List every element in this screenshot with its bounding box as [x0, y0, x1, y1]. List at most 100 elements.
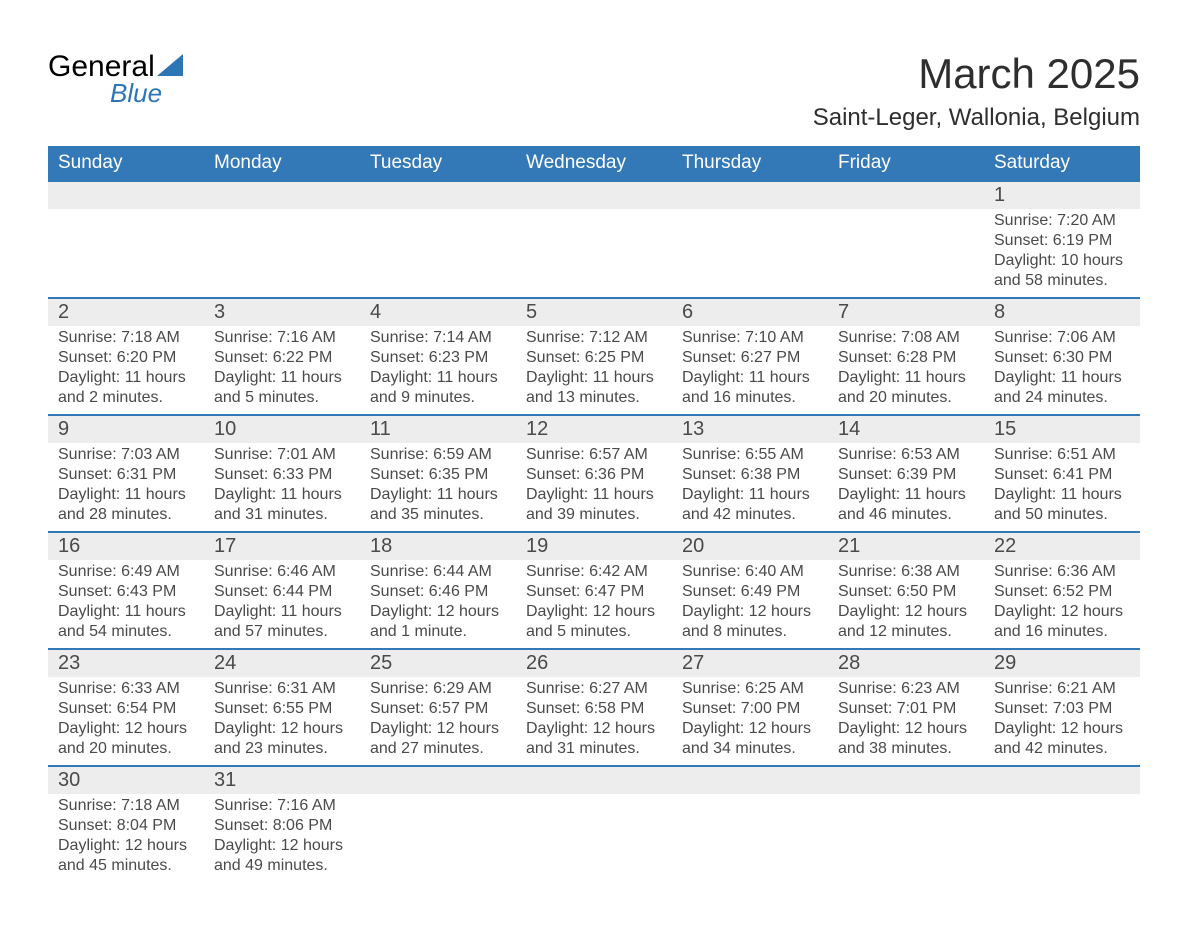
- day-cell-body: Sunrise: 6:38 AMSunset: 6:50 PMDaylight:…: [828, 560, 984, 649]
- daylight-text: and 50 minutes.: [994, 505, 1130, 525]
- day-cell-body: Sunrise: 6:55 AMSunset: 6:38 PMDaylight:…: [672, 443, 828, 532]
- day-cell-body: Sunrise: 7:10 AMSunset: 6:27 PMDaylight:…: [672, 326, 828, 415]
- day-cell-body: Sunrise: 6:36 AMSunset: 6:52 PMDaylight:…: [984, 560, 1140, 649]
- day-cell-header: 29: [984, 649, 1140, 677]
- sunset-text: Sunset: 6:41 PM: [994, 465, 1130, 485]
- sunset-text: Sunset: 6:38 PM: [682, 465, 818, 485]
- daylight-text: Daylight: 11 hours: [682, 368, 818, 388]
- day-cell-body: Sunrise: 6:57 AMSunset: 6:36 PMDaylight:…: [516, 443, 672, 532]
- sunrise-text: Sunrise: 6:36 AM: [994, 562, 1130, 582]
- day-cell-body: Sunrise: 6:49 AMSunset: 6:43 PMDaylight:…: [48, 560, 204, 649]
- daylight-text: and 54 minutes.: [58, 622, 194, 642]
- daylight-text: and 57 minutes.: [214, 622, 350, 642]
- sunrise-text: Sunrise: 6:29 AM: [370, 679, 506, 699]
- day-cell-header: 25: [360, 649, 516, 677]
- sunrise-text: Sunrise: 6:55 AM: [682, 445, 818, 465]
- sunset-text: Sunset: 6:55 PM: [214, 699, 350, 719]
- day-cell-header: 8: [984, 298, 1140, 326]
- sunrise-text: Sunrise: 6:33 AM: [58, 679, 194, 699]
- sunrise-text: Sunrise: 7:03 AM: [58, 445, 194, 465]
- day-cell-header: 31: [204, 766, 360, 794]
- day-cell-body: Sunrise: 6:42 AMSunset: 6:47 PMDaylight:…: [516, 560, 672, 649]
- day-number: 23: [48, 650, 204, 677]
- daylight-text: and 20 minutes.: [838, 388, 974, 408]
- daylight-text: Daylight: 10 hours: [994, 251, 1130, 271]
- day-cell-header: 27: [672, 649, 828, 677]
- details-row: Sunrise: 6:33 AMSunset: 6:54 PMDaylight:…: [48, 677, 1140, 766]
- daylight-text: Daylight: 12 hours: [58, 836, 194, 856]
- page-header: General Blue March 2025 Saint-Leger, Wal…: [48, 50, 1140, 132]
- calendar-table: Sunday Monday Tuesday Wednesday Thursday…: [48, 146, 1140, 882]
- day-number: 24: [204, 650, 360, 677]
- day-cell-header: 13: [672, 415, 828, 443]
- sunset-text: Sunset: 6:36 PM: [526, 465, 662, 485]
- daylight-text: and 9 minutes.: [370, 388, 506, 408]
- sunset-text: Sunset: 6:44 PM: [214, 582, 350, 602]
- daynum-row: 2345678: [48, 298, 1140, 326]
- day-cell-header: 6: [672, 298, 828, 326]
- sunrise-text: Sunrise: 7:14 AM: [370, 328, 506, 348]
- sunset-text: Sunset: 6:58 PM: [526, 699, 662, 719]
- day-number: 1: [984, 182, 1140, 209]
- daylight-text: Daylight: 12 hours: [370, 602, 506, 622]
- day-cell-body: Sunrise: 6:44 AMSunset: 6:46 PMDaylight:…: [360, 560, 516, 649]
- day-cell-body: [516, 794, 672, 882]
- day-cell-header: [984, 766, 1140, 794]
- day-number: 4: [360, 299, 516, 326]
- sunrise-text: Sunrise: 7:18 AM: [58, 328, 194, 348]
- daylight-text: Daylight: 12 hours: [838, 719, 974, 739]
- day-number: 26: [516, 650, 672, 677]
- daylight-text: Daylight: 11 hours: [214, 602, 350, 622]
- day-cell-header: 3: [204, 298, 360, 326]
- daylight-text: and 49 minutes.: [214, 856, 350, 876]
- day-cell-body: [828, 794, 984, 882]
- daylight-text: and 39 minutes.: [526, 505, 662, 525]
- day-cell-body: Sunrise: 7:01 AMSunset: 6:33 PMDaylight:…: [204, 443, 360, 532]
- day-cell-body: [672, 794, 828, 882]
- daylight-text: and 16 minutes.: [994, 622, 1130, 642]
- sunset-text: Sunset: 6:30 PM: [994, 348, 1130, 368]
- day-cell-body: Sunrise: 7:18 AMSunset: 6:20 PMDaylight:…: [48, 326, 204, 415]
- daylight-text: Daylight: 12 hours: [214, 719, 350, 739]
- daylight-text: Daylight: 11 hours: [370, 368, 506, 388]
- details-row: Sunrise: 6:49 AMSunset: 6:43 PMDaylight:…: [48, 560, 1140, 649]
- sunset-text: Sunset: 6:31 PM: [58, 465, 194, 485]
- day-cell-header: [828, 181, 984, 209]
- weekday-header-row: Sunday Monday Tuesday Wednesday Thursday…: [48, 146, 1140, 181]
- day-cell-header: [672, 181, 828, 209]
- daylight-text: and 45 minutes.: [58, 856, 194, 876]
- sunrise-text: Sunrise: 7:16 AM: [214, 796, 350, 816]
- sunrise-text: Sunrise: 7:20 AM: [994, 211, 1130, 231]
- day-cell-header: 23: [48, 649, 204, 677]
- daynum-row: 3031: [48, 766, 1140, 794]
- day-cell-body: Sunrise: 7:16 AMSunset: 6:22 PMDaylight:…: [204, 326, 360, 415]
- daylight-text: Daylight: 12 hours: [838, 602, 974, 622]
- daylight-text: and 8 minutes.: [682, 622, 818, 642]
- day-cell-body: Sunrise: 6:40 AMSunset: 6:49 PMDaylight:…: [672, 560, 828, 649]
- day-number: 15: [984, 416, 1140, 443]
- day-cell-body: Sunrise: 6:46 AMSunset: 6:44 PMDaylight:…: [204, 560, 360, 649]
- sunset-text: Sunset: 6:33 PM: [214, 465, 350, 485]
- logo-text-blue: Blue: [110, 78, 162, 109]
- daylight-text: and 1 minute.: [370, 622, 506, 642]
- day-cell-body: Sunrise: 6:33 AMSunset: 6:54 PMDaylight:…: [48, 677, 204, 766]
- sunset-text: Sunset: 6:50 PM: [838, 582, 974, 602]
- daylight-text: Daylight: 11 hours: [58, 485, 194, 505]
- daylight-text: Daylight: 12 hours: [58, 719, 194, 739]
- day-number: 2: [48, 299, 204, 326]
- daylight-text: and 58 minutes.: [994, 271, 1130, 291]
- daylight-text: Daylight: 12 hours: [682, 719, 818, 739]
- daylight-text: and 31 minutes.: [526, 739, 662, 759]
- sunset-text: Sunset: 6:22 PM: [214, 348, 350, 368]
- daylight-text: Daylight: 11 hours: [58, 602, 194, 622]
- sunrise-text: Sunrise: 6:42 AM: [526, 562, 662, 582]
- day-number: 9: [48, 416, 204, 443]
- day-number: 17: [204, 533, 360, 560]
- day-cell-header: [828, 766, 984, 794]
- sunset-text: Sunset: 6:28 PM: [838, 348, 974, 368]
- sunset-text: Sunset: 6:49 PM: [682, 582, 818, 602]
- location-subtitle: Saint-Leger, Wallonia, Belgium: [813, 104, 1140, 132]
- day-cell-header: 20: [672, 532, 828, 560]
- day-cell-body: [672, 209, 828, 298]
- sunrise-text: Sunrise: 6:57 AM: [526, 445, 662, 465]
